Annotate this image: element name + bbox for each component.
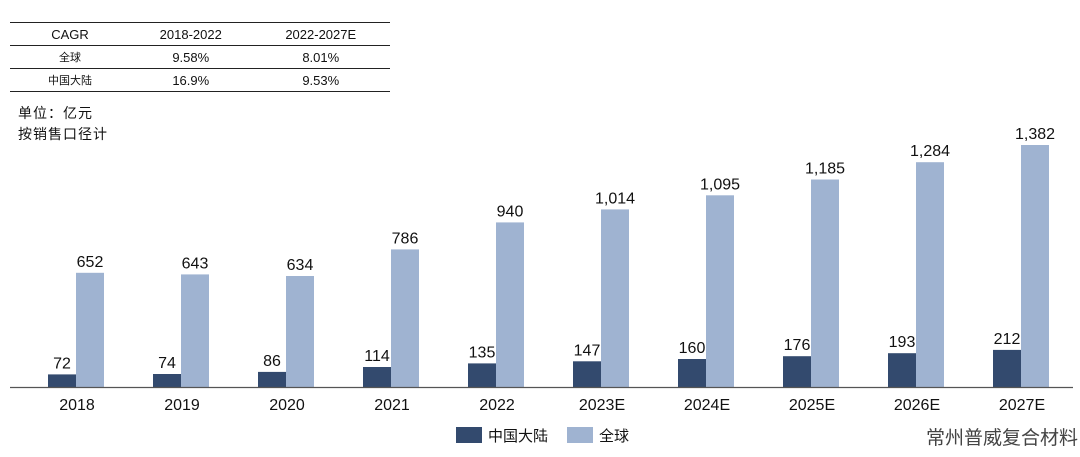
data-label-china-2025E: 176: [784, 337, 811, 354]
bar-china-2025E: [783, 356, 811, 387]
data-label-global-2020: 634: [287, 257, 314, 274]
cagr-header-cell: CAGR: [51, 26, 89, 42]
cagr-row-china: 中国大陆 16.9% 9.53%: [10, 69, 390, 92]
legend-swatch-china: [456, 427, 482, 443]
cagr-cell: 8.01%: [302, 49, 340, 65]
x-tick-labels: 2018 2019 2020 2021 2022 2023E 2024E 2025E 2026E…: [59, 397, 1045, 414]
cagr-cell: 9.58%: [172, 49, 210, 65]
data-label-china-2021: 114: [364, 348, 390, 365]
x-tick-label-2023E: 2023E: [579, 397, 625, 414]
x-tick-label-2022: 2022: [479, 397, 515, 414]
data-label-china-2026E: 193: [889, 334, 916, 351]
legend: 中国大陆 全球: [456, 427, 629, 445]
data-label-global-2026E: 1,284: [910, 143, 950, 160]
x-tick-label-2027E: 2027E: [999, 397, 1045, 414]
x-tick-label-2020: 2020: [269, 397, 305, 414]
bar-global-2025E: [811, 179, 839, 387]
bar-china-2021: [363, 367, 391, 387]
data-label-global-2021: 786: [392, 230, 419, 247]
data-label-global-2027E: 1,382: [1015, 126, 1055, 143]
x-tick-label-2019: 2019: [164, 397, 200, 414]
cagr-cell: 9.53%: [302, 72, 340, 88]
data-label-global-2024E: 1,095: [700, 176, 740, 193]
cagr-table: CAGR 2018-2022 2022-2027E 全球 9.58% 8.01%…: [10, 22, 390, 92]
cagr-row-label: 全球: [59, 51, 81, 64]
data-label-global-2022: 940: [497, 203, 524, 220]
data-label-china-2022: 135: [469, 344, 496, 361]
data-label-global-2019: 643: [182, 255, 209, 272]
bar-global-2021: [391, 249, 419, 387]
legend-swatch-global: [567, 427, 593, 443]
bar-global-2020: [286, 276, 314, 387]
cagr-row-label: 中国大陆: [48, 74, 92, 87]
data-label-china-2019: 74: [158, 355, 176, 372]
x-tick-label-2026E: 2026E: [894, 397, 940, 414]
legend-label-global: 全球: [599, 427, 629, 445]
bar-global-2022: [496, 222, 524, 387]
bar-china-2024E: [678, 359, 706, 387]
watermark-text: 常州普威复合材料: [926, 427, 1078, 449]
legend-label-china: 中国大陆: [488, 427, 548, 445]
bar-global-2018: [76, 272, 104, 387]
bar-china-2020: [258, 371, 286, 387]
cagr-cell: 16.9%: [172, 72, 210, 88]
x-tick-label-2021: 2021: [374, 397, 410, 414]
bar-global-2019: [181, 274, 209, 387]
bar-global-2024E: [706, 195, 734, 387]
bar-china-2026E: [888, 353, 916, 387]
x-tick-label-2024E: 2024E: [684, 397, 730, 414]
basis-note: 按销售口径计: [18, 127, 108, 143]
x-tick-label-2025E: 2025E: [789, 397, 835, 414]
cagr-header-cell: 2022-2027E: [285, 26, 357, 42]
data-label-china-2024E: 160: [679, 340, 706, 357]
bar-china-2018: [48, 374, 76, 387]
data-label-china-2027E: 212: [994, 331, 1021, 348]
bar-global-2026E: [916, 162, 944, 387]
bar-global-2023E: [601, 209, 629, 387]
bar-china-2027E: [993, 349, 1021, 387]
data-label-global-2018: 652: [77, 254, 104, 271]
unit-note: 单位：亿元: [18, 106, 93, 122]
bar-china-2019: [153, 374, 181, 387]
data-label-china-2018: 72: [53, 355, 71, 372]
cagr-row-global: 全球 9.58% 8.01%: [10, 46, 390, 69]
bar-china-2023E: [573, 361, 601, 387]
data-label-global-2023E: 1,014: [595, 190, 635, 207]
x-tick-label-2018: 2018: [59, 397, 95, 414]
bar-global-2027E: [1021, 145, 1049, 387]
cagr-header-row: CAGR 2018-2022 2022-2027E: [10, 22, 390, 46]
bars-group: 72 652 74 643 86 634 114 786 135 940 147 1,014 160 1,…: [48, 126, 1055, 387]
cagr-header-cell: 2018-2022: [159, 26, 222, 42]
bar-china-2022: [468, 363, 496, 387]
data-label-china-2023E: 147: [574, 342, 601, 359]
data-label-global-2025E: 1,185: [805, 161, 845, 178]
data-label-china-2020: 86: [263, 353, 281, 370]
